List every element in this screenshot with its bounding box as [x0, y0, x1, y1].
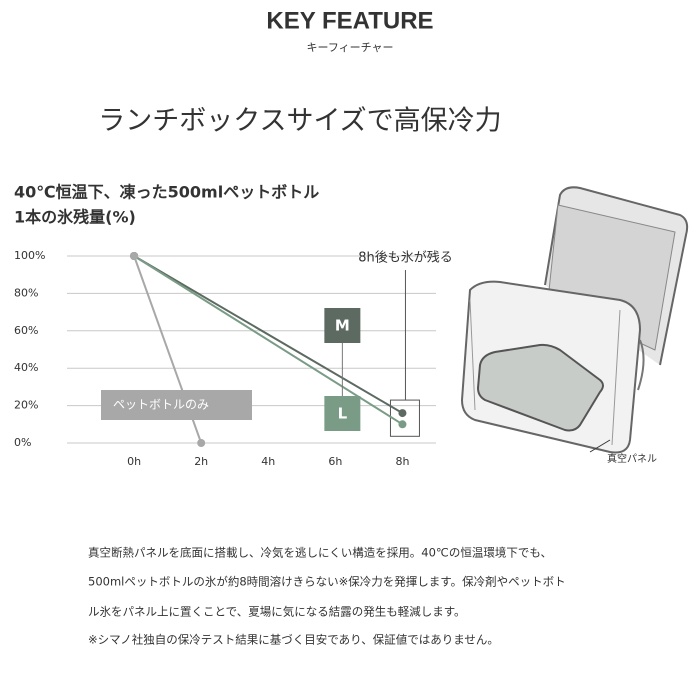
- illustration-label: 真空パネル: [607, 452, 657, 465]
- body-line: 真空断熱パネルを底面に搭載し、冷気を逃しにくい構造を採用。40℃の恒温環境下でも…: [88, 546, 552, 560]
- series-label-box: [324, 396, 361, 431]
- header-subtitle: キーフィーチャー: [306, 41, 393, 54]
- chart-title: 1本の氷残量(%): [14, 208, 136, 227]
- body-line: ※シマノ社独自の保冷テスト結果に基づく目安であり、保証値ではありません。: [88, 633, 499, 647]
- y-tick-label: 40%: [14, 361, 38, 374]
- heading: ランチボックスサイズで高保冷力: [98, 106, 501, 137]
- chart-title: 40℃恒温下、凍った500mlペットボトル: [14, 183, 319, 202]
- y-tick-label: 20%: [14, 399, 38, 412]
- series-label: L: [338, 405, 348, 423]
- cooler-illustration: [461, 186, 689, 454]
- annotation: 8h後も氷が残る: [358, 251, 453, 266]
- series-label: ペットボトルのみ: [113, 398, 209, 412]
- body-line: ル氷をパネル上に置くことで、夏場に気になる結露の発生も軽減します。: [88, 605, 466, 619]
- y-tick-label: 80%: [14, 286, 38, 299]
- x-tick-label: 6h: [328, 455, 342, 468]
- data-point: [398, 420, 407, 429]
- y-tick-label: 60%: [14, 324, 38, 337]
- series-label: M: [335, 317, 350, 335]
- x-tick-label: 4h: [261, 455, 275, 468]
- body-line: 500mlペットボトルの氷が約8時間溶けきらない※保冷力を発揮します。保冷剤やペ…: [88, 575, 566, 589]
- x-tick-label: 2h: [194, 455, 208, 468]
- series-line: [133, 255, 403, 414]
- annotation-box: [389, 399, 420, 437]
- series-label-box: [324, 308, 361, 343]
- y-tick-label: 100%: [14, 249, 45, 262]
- data-point: [197, 439, 206, 447]
- x-tick-label: 0h: [127, 455, 141, 468]
- data-point: [398, 409, 407, 418]
- data-point: [130, 252, 139, 260]
- header-title: KEY FEATURE: [266, 7, 433, 34]
- series-label-box: [101, 390, 252, 420]
- y-tick-label: 0%: [14, 436, 31, 449]
- x-tick-label: 8h: [395, 455, 409, 468]
